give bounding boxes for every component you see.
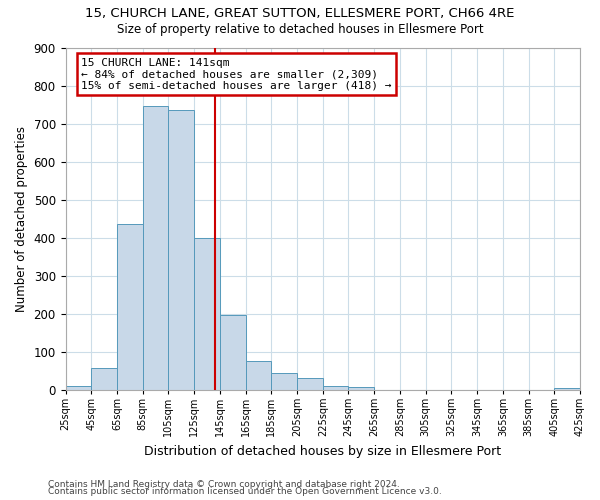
Text: Size of property relative to detached houses in Ellesmere Port: Size of property relative to detached ho… — [116, 22, 484, 36]
Bar — [271, 373, 297, 390]
Text: Contains HM Land Registry data © Crown copyright and database right 2024.: Contains HM Land Registry data © Crown c… — [48, 480, 400, 489]
Bar — [349, 387, 374, 390]
Bar — [143, 106, 169, 390]
Text: 15 CHURCH LANE: 141sqm
← 84% of detached houses are smaller (2,309)
15% of semi-: 15 CHURCH LANE: 141sqm ← 84% of detached… — [81, 58, 391, 91]
Bar — [117, 224, 143, 390]
Bar — [65, 386, 91, 390]
Bar — [169, 110, 194, 390]
Bar — [220, 315, 245, 390]
Bar — [91, 368, 117, 390]
X-axis label: Distribution of detached houses by size in Ellesmere Port: Distribution of detached houses by size … — [144, 444, 502, 458]
Bar — [323, 386, 349, 390]
Text: Contains public sector information licensed under the Open Government Licence v3: Contains public sector information licen… — [48, 488, 442, 496]
Bar — [194, 238, 220, 390]
Bar — [554, 388, 580, 390]
Text: 15, CHURCH LANE, GREAT SUTTON, ELLESMERE PORT, CH66 4RE: 15, CHURCH LANE, GREAT SUTTON, ELLESMERE… — [85, 8, 515, 20]
Y-axis label: Number of detached properties: Number of detached properties — [15, 126, 28, 312]
Bar — [245, 361, 271, 390]
Bar — [297, 378, 323, 390]
